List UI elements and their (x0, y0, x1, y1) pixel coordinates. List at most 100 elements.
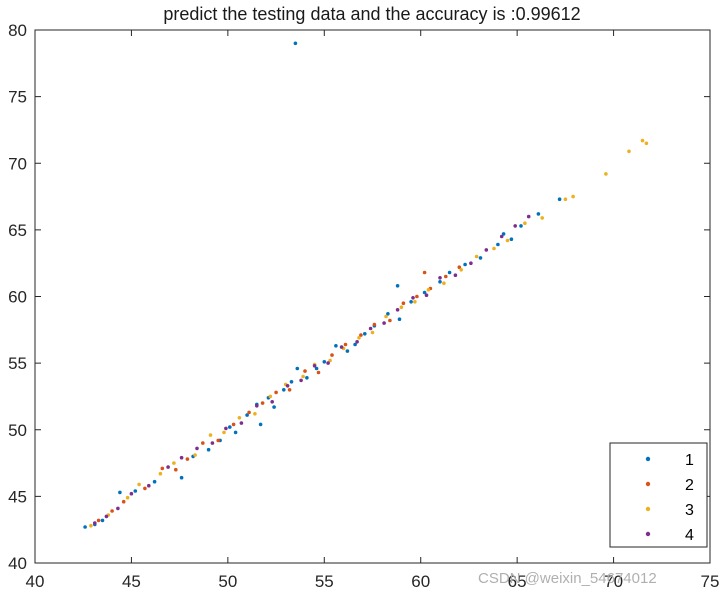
point-series-4 (239, 421, 244, 425)
point-series-3 (563, 197, 568, 201)
point-series-2 (372, 322, 377, 327)
point-series-1 (289, 380, 294, 384)
point-series-3 (301, 374, 305, 379)
point-series-1 (478, 256, 483, 260)
point-series-3 (627, 149, 631, 154)
point-series-1 (179, 475, 184, 480)
point-series-3 (604, 172, 608, 176)
point-series-4 (355, 340, 359, 344)
point-series-4 (299, 378, 303, 383)
point-series-1 (83, 525, 87, 529)
point-series-2 (415, 294, 419, 299)
point-series-4 (93, 521, 97, 525)
point-series-3 (89, 523, 93, 528)
point-series-3 (370, 330, 375, 335)
point-series-2 (143, 486, 147, 491)
y-tick-label: 75 (8, 88, 27, 107)
point-series-4 (166, 465, 170, 469)
point-series-4 (513, 224, 517, 228)
point-series-1 (397, 317, 402, 322)
x-tick-label: 55 (315, 572, 334, 591)
point-series-3 (426, 288, 431, 292)
point-series-3 (158, 471, 163, 476)
point-series-3 (459, 268, 464, 272)
x-tick-label: 50 (218, 572, 237, 591)
point-series-4 (368, 326, 373, 331)
point-series-2 (201, 441, 205, 445)
point-series-4 (254, 404, 259, 408)
point-series-1 (245, 413, 249, 417)
point-series-4 (104, 514, 109, 519)
point-series-1 (293, 41, 298, 46)
point-series-2 (359, 333, 363, 337)
point-series-2 (343, 342, 348, 347)
point-series-2 (174, 467, 178, 472)
point-series-3 (222, 430, 226, 435)
legend-marker-2 (645, 481, 651, 487)
point-series-4 (116, 506, 120, 511)
point-series-2 (422, 270, 427, 275)
point-series-2 (330, 353, 334, 357)
axes-box (34, 29, 711, 564)
point-series-1 (228, 425, 232, 429)
y-tick-label: 65 (8, 221, 27, 240)
point-series-3 (442, 281, 446, 286)
point-series-3 (399, 305, 404, 310)
point-series-4 (270, 400, 275, 404)
legend-label-4: 4 (685, 527, 694, 544)
point-series-2 (316, 370, 321, 375)
point-series-3 (328, 358, 332, 363)
point-series-4 (210, 441, 215, 445)
point-series-1 (496, 242, 500, 247)
y-tick-label: 50 (8, 421, 27, 440)
point-series-2 (287, 388, 292, 392)
point-series-2 (303, 369, 307, 373)
point-series-1 (363, 332, 367, 336)
point-series-3 (413, 300, 417, 304)
point-series-1 (422, 290, 427, 295)
chart-title: predict the testing data and the accurac… (163, 4, 580, 24)
point-series-3 (640, 138, 645, 143)
point-series-3 (571, 194, 575, 199)
point-series-3 (268, 394, 273, 399)
point-series-1 (152, 479, 157, 484)
data-points (83, 41, 649, 529)
legend-label-1: 1 (685, 452, 694, 469)
point-series-2 (401, 301, 406, 306)
point-series-3 (523, 221, 527, 225)
point-series-2 (121, 499, 126, 504)
point-series-3 (492, 246, 496, 251)
point-series-4 (395, 308, 400, 312)
x-axis: 40 45 50 55 60 65 70 75 (26, 30, 719, 591)
plot-area (34, 29, 711, 564)
x-tick-label: 65 (508, 572, 527, 591)
point-series-1 (314, 366, 319, 371)
point-series-4 (339, 345, 344, 349)
point-series-2 (260, 401, 265, 405)
point-series-2 (231, 422, 236, 427)
point-series-4 (285, 384, 290, 388)
point-series-1 (233, 430, 238, 435)
point-series-1 (305, 376, 309, 380)
point-series-1 (118, 490, 122, 495)
point-series-3 (644, 141, 649, 146)
point-series-1 (345, 349, 350, 353)
y-tick-label: 80 (8, 21, 27, 40)
point-series-1 (557, 197, 562, 201)
point-series-3 (137, 482, 141, 487)
point-series-4 (382, 321, 386, 325)
point-series-1 (100, 518, 105, 523)
point-series-2 (247, 410, 251, 415)
point-series-1 (463, 262, 467, 267)
point-series-1 (282, 388, 286, 392)
point-series-1 (206, 447, 211, 452)
point-series-4 (147, 483, 151, 488)
y-tick-label: 55 (8, 354, 27, 373)
point-series-3 (505, 238, 510, 243)
point-series-3 (172, 461, 176, 465)
point-series-3 (474, 254, 479, 259)
point-series-1 (272, 405, 276, 409)
point-series-2 (185, 457, 190, 461)
point-series-2 (457, 265, 462, 270)
